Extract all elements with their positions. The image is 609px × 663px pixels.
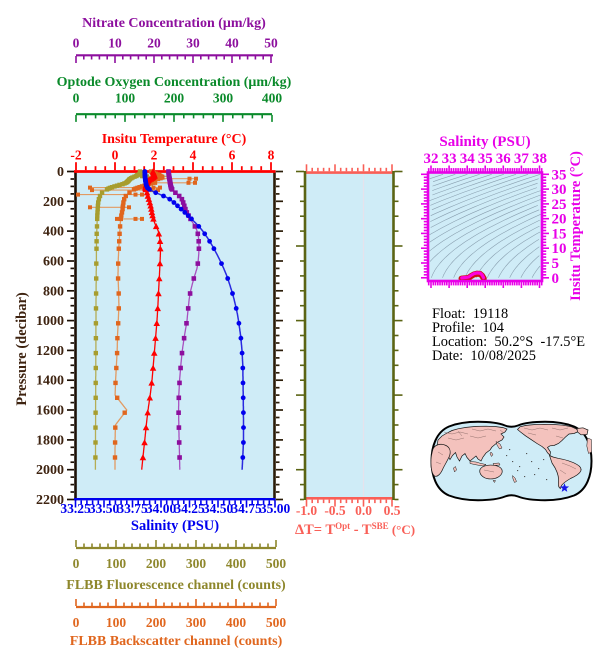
svg-text:800: 800 xyxy=(43,284,64,299)
svg-text:200: 200 xyxy=(164,91,185,106)
svg-text:33.50: 33.50 xyxy=(89,501,120,516)
svg-text:32: 32 xyxy=(424,151,439,167)
svg-text:Optode Oxygen Concentration (μ: Optode Oxygen Concentration (μm/kg) xyxy=(57,75,292,90)
svg-text:-2: -2 xyxy=(70,148,81,163)
svg-text:0: 0 xyxy=(57,165,64,180)
svg-text:Date: 10/08/2025: Date: 10/08/2025 xyxy=(432,348,536,364)
svg-text:FLBB Fluorescence channel (cou: FLBB Fluorescence channel (counts) xyxy=(66,578,286,593)
svg-text:600: 600 xyxy=(43,255,64,270)
svg-text:20: 20 xyxy=(552,212,567,228)
svg-text:5: 5 xyxy=(552,256,560,272)
svg-text:33.75: 33.75 xyxy=(117,501,148,516)
svg-text:1600: 1600 xyxy=(36,404,64,419)
svg-text:200: 200 xyxy=(146,556,167,571)
svg-text:Pressure (decibar): Pressure (decibar) xyxy=(14,292,30,406)
svg-text:1400: 1400 xyxy=(36,374,64,389)
svg-text:Nitrate Concentration (μm/kg): Nitrate Concentration (μm/kg) xyxy=(82,16,266,31)
svg-text:33.25: 33.25 xyxy=(60,501,91,516)
svg-text:0.5: 0.5 xyxy=(384,503,401,518)
svg-text:1000: 1000 xyxy=(36,314,64,329)
svg-text:34.75: 34.75 xyxy=(231,501,262,516)
svg-text:300: 300 xyxy=(186,556,207,571)
svg-text:500: 500 xyxy=(266,615,287,630)
svg-text:38: 38 xyxy=(532,151,547,167)
svg-text:35: 35 xyxy=(478,151,493,167)
svg-text:34: 34 xyxy=(460,151,476,167)
svg-text:Salinity (PSU): Salinity (PSU) xyxy=(439,134,530,150)
svg-text:34.00: 34.00 xyxy=(146,501,177,516)
svg-text:30: 30 xyxy=(186,36,200,51)
svg-text:25: 25 xyxy=(552,197,567,213)
svg-text:1800: 1800 xyxy=(36,433,64,448)
svg-text:300: 300 xyxy=(186,615,207,630)
svg-text:35: 35 xyxy=(552,167,567,183)
svg-text:40: 40 xyxy=(225,36,239,51)
svg-text:37: 37 xyxy=(514,151,530,167)
svg-text:100: 100 xyxy=(106,556,127,571)
svg-text:50: 50 xyxy=(264,36,278,51)
svg-text:15: 15 xyxy=(552,226,567,242)
svg-text:Salinity (PSU): Salinity (PSU) xyxy=(131,518,219,534)
svg-text:33: 33 xyxy=(442,151,457,167)
svg-text:FLBB Backscatter channel (coun: FLBB Backscatter channel (counts) xyxy=(70,634,283,649)
svg-text:6: 6 xyxy=(229,148,236,163)
svg-text:400: 400 xyxy=(226,556,247,571)
svg-text:2200: 2200 xyxy=(36,493,64,508)
svg-text:0.0: 0.0 xyxy=(355,503,372,518)
svg-text:400: 400 xyxy=(43,225,64,240)
svg-text:200: 200 xyxy=(146,615,167,630)
svg-text:Profile: 104: Profile: 104 xyxy=(432,320,504,336)
svg-text:34.50: 34.50 xyxy=(203,501,234,516)
svg-text:34.25: 34.25 xyxy=(174,501,205,516)
svg-text:100: 100 xyxy=(115,91,136,106)
svg-text:0: 0 xyxy=(73,91,80,106)
svg-text:35.00: 35.00 xyxy=(260,501,291,516)
svg-text:8: 8 xyxy=(268,148,275,163)
svg-text:-0.5: -0.5 xyxy=(324,503,346,518)
svg-text:0: 0 xyxy=(112,148,119,163)
svg-text:200: 200 xyxy=(43,195,64,210)
svg-text:300: 300 xyxy=(213,91,234,106)
svg-text:0: 0 xyxy=(73,615,80,630)
svg-text:0: 0 xyxy=(552,271,560,287)
svg-text:Insitu Temperature (°C): Insitu Temperature (°C) xyxy=(568,151,584,301)
svg-text:ΔT= TOpt - TSBE (°C): ΔT= TOpt - TSBE (°C) xyxy=(295,521,415,538)
svg-text:500: 500 xyxy=(266,556,287,571)
svg-text:400: 400 xyxy=(226,615,247,630)
svg-text:10: 10 xyxy=(108,36,122,51)
svg-text:36: 36 xyxy=(496,151,512,167)
svg-text:Insitu Temperature (°C): Insitu Temperature (°C) xyxy=(102,132,247,147)
svg-text:10: 10 xyxy=(552,241,567,257)
svg-text:400: 400 xyxy=(262,91,283,106)
svg-text:1200: 1200 xyxy=(36,344,64,359)
svg-text:4: 4 xyxy=(190,148,197,163)
svg-text:0: 0 xyxy=(73,556,80,571)
svg-text:2: 2 xyxy=(151,148,158,163)
svg-text:-1.0: -1.0 xyxy=(296,503,318,518)
svg-text:20: 20 xyxy=(147,36,161,51)
svg-text:Location: 50.2°S -17.5°E: Location: 50.2°S -17.5°E xyxy=(432,334,585,350)
svg-text:100: 100 xyxy=(106,615,127,630)
svg-text:30: 30 xyxy=(552,182,567,198)
svg-text:Float: 19118: Float: 19118 xyxy=(432,306,508,322)
svg-text:0: 0 xyxy=(73,36,80,51)
svg-text:2000: 2000 xyxy=(36,463,64,478)
